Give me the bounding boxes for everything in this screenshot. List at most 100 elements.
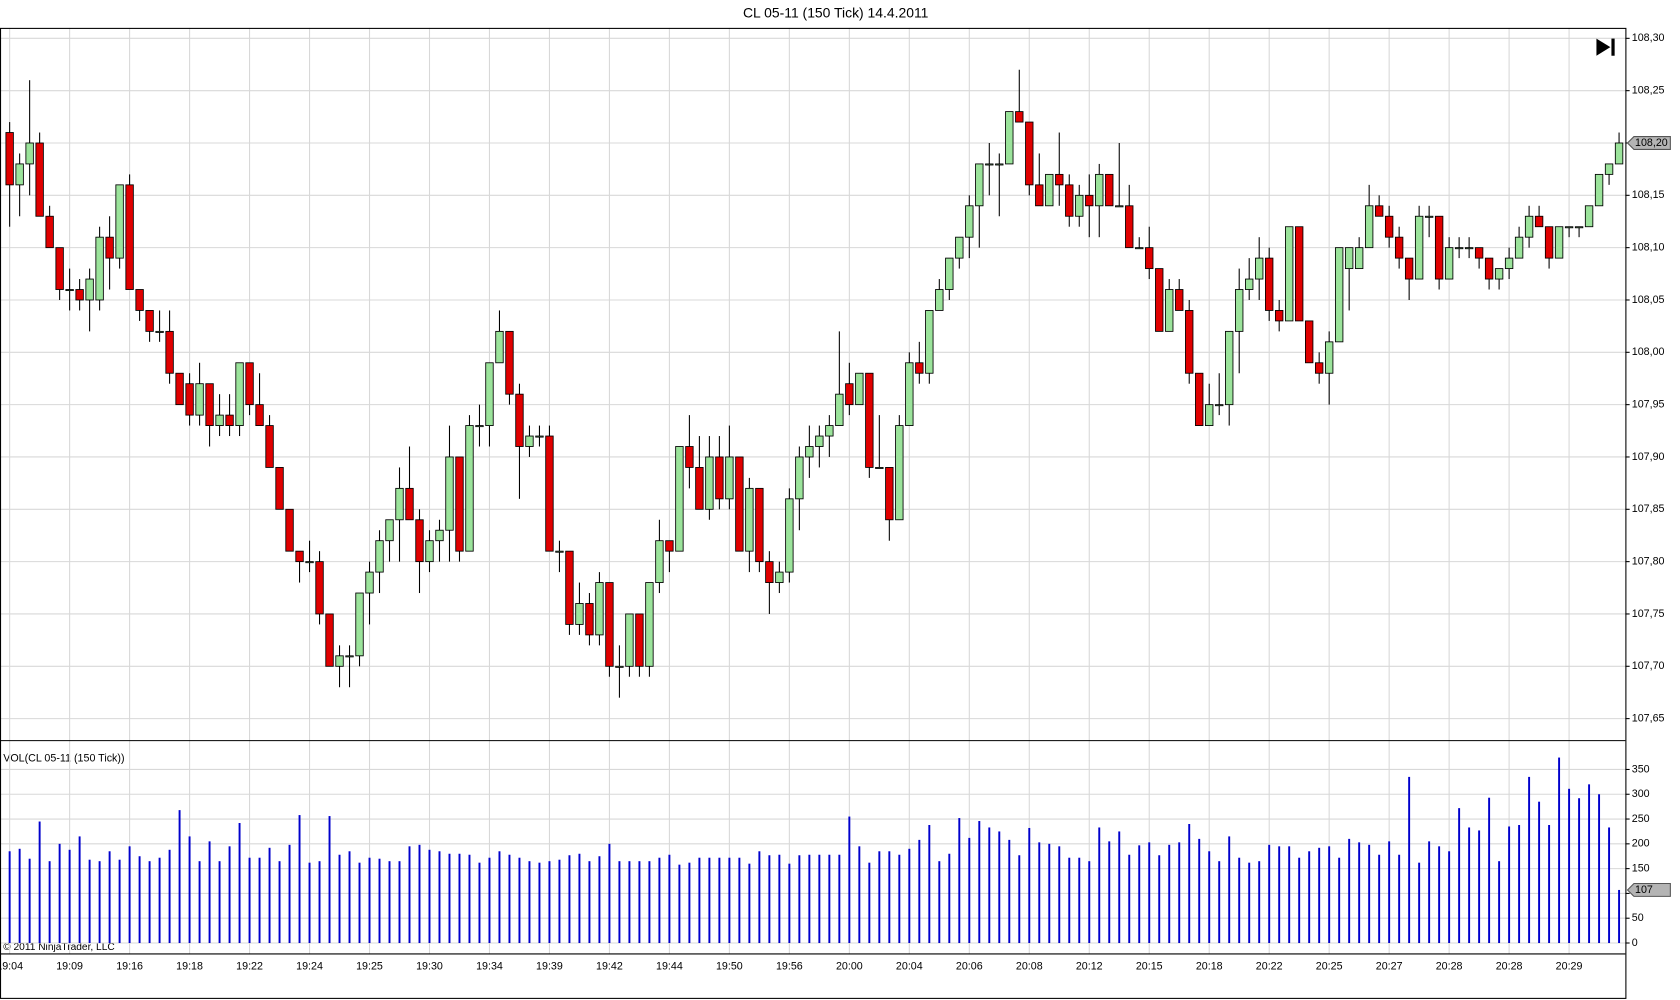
- candle-body: [1374, 205, 1384, 217]
- candle-body: [725, 456, 734, 500]
- x-tick-label: 19:25: [356, 961, 383, 973]
- candle-body: [155, 330, 164, 333]
- candle-body: [365, 571, 374, 594]
- volume-bar: [1148, 842, 1151, 944]
- candle-body: [475, 425, 484, 428]
- y-tick-label: 108,30: [1632, 32, 1665, 44]
- candle-body: [1384, 215, 1394, 238]
- y-tick-label: 107,70: [1632, 660, 1665, 672]
- volume-bar: [1138, 845, 1141, 944]
- candle-body: [1534, 215, 1544, 228]
- volume-bar: [258, 857, 261, 944]
- candle-body: [1155, 268, 1164, 332]
- volume-bar: [1568, 788, 1571, 944]
- volume-bar: [1458, 808, 1461, 944]
- candle-body: [505, 330, 514, 395]
- candle-body: [945, 257, 954, 290]
- last-value-marker: [1626, 882, 1671, 897]
- candle-body: [765, 561, 774, 583]
- candle-body: [15, 163, 24, 186]
- volume-bar: [1208, 851, 1211, 944]
- x-tick-label: 19:04: [0, 961, 23, 973]
- candle-body: [1544, 226, 1554, 259]
- candle-body: [1015, 111, 1024, 123]
- candle-body: [595, 582, 604, 636]
- candle-body: [115, 184, 124, 259]
- candle-body: [875, 467, 884, 469]
- x-tick-label: 20:00: [836, 961, 863, 973]
- volume-bar: [318, 861, 321, 944]
- candle-body: [1344, 247, 1354, 270]
- last-value-label: 107: [1635, 884, 1653, 896]
- x-tick-label: 19:09: [56, 961, 83, 973]
- candle-body: [1285, 226, 1294, 322]
- volume-bar: [178, 810, 181, 944]
- candle-body: [1175, 289, 1184, 311]
- candle-body: [695, 467, 704, 510]
- volume-bar: [1428, 841, 1431, 944]
- volume-bar: [1588, 784, 1591, 944]
- y-tick-label: 300: [1632, 788, 1650, 800]
- scroll-end-button[interactable]: [1596, 38, 1615, 56]
- candle-body: [1354, 247, 1364, 270]
- volume-bar: [1128, 854, 1131, 944]
- x-tick-label: 20:22: [1256, 961, 1283, 973]
- volume-bar: [1388, 841, 1391, 944]
- y-tick-label: 108,15: [1632, 189, 1665, 201]
- volume-bar: [1598, 794, 1601, 944]
- candle-body: [1364, 205, 1374, 249]
- volume-bar: [698, 857, 701, 944]
- volume-bar: [1328, 846, 1331, 944]
- candle-body: [1035, 184, 1044, 207]
- x-tick-label: 19:24: [296, 961, 323, 973]
- volume-bar: [548, 861, 551, 944]
- volume-bar: [998, 831, 1001, 944]
- y-tick-label: 107,90: [1632, 451, 1665, 463]
- candle-body: [525, 435, 534, 447]
- x-tick-label: 20:15: [1136, 961, 1163, 973]
- volume-bar: [1048, 843, 1051, 944]
- play-icon[interactable]: [1596, 38, 1611, 56]
- volume-bar: [488, 857, 491, 944]
- volume-bar: [1268, 844, 1271, 944]
- candle-body: [1444, 247, 1454, 280]
- x-tick-label: 19:39: [536, 961, 563, 973]
- candle-body: [215, 414, 224, 427]
- volume-bar: [1308, 851, 1311, 944]
- volume-bar: [598, 856, 601, 944]
- candle-body: [585, 603, 594, 636]
- candle-body: [1065, 184, 1074, 217]
- candle-body: [65, 289, 74, 292]
- volume-bar: [378, 858, 381, 944]
- candle-body: [1125, 205, 1134, 249]
- volume-bar: [898, 854, 901, 944]
- candle-body: [535, 435, 544, 438]
- candle-body: [855, 372, 864, 406]
- candle-body: [85, 278, 94, 301]
- candle-body: [955, 236, 964, 259]
- candle-body: [1594, 173, 1604, 207]
- candle-body: [75, 289, 84, 301]
- volume-bar: [728, 857, 731, 944]
- volume-bar: [978, 821, 981, 944]
- chart-title: CL 05-11 (150 Tick) 14.4.2011: [743, 5, 929, 21]
- candle-body: [425, 540, 434, 563]
- volume-bar: [418, 844, 421, 944]
- candle-body: [375, 540, 384, 573]
- candle-body: [1195, 372, 1204, 427]
- volume-bar: [218, 861, 221, 944]
- bar-icon[interactable]: [1611, 38, 1615, 56]
- marks: 107,65 107,70 107,75 107,80 107,85 107,90 107,…: [0, 32, 1671, 973]
- volume-bar: [1198, 838, 1201, 944]
- x-tick-label: 19:16: [116, 961, 143, 973]
- volume-bar: [1018, 855, 1021, 944]
- volume-bar: [468, 854, 471, 944]
- candle-body: [935, 289, 944, 311]
- candle-body: [5, 132, 14, 186]
- candle-body: [965, 205, 974, 238]
- volume-bar: [788, 863, 791, 944]
- volume-bar: [1188, 824, 1191, 944]
- candle-body: [745, 487, 754, 552]
- candle-body: [835, 393, 844, 427]
